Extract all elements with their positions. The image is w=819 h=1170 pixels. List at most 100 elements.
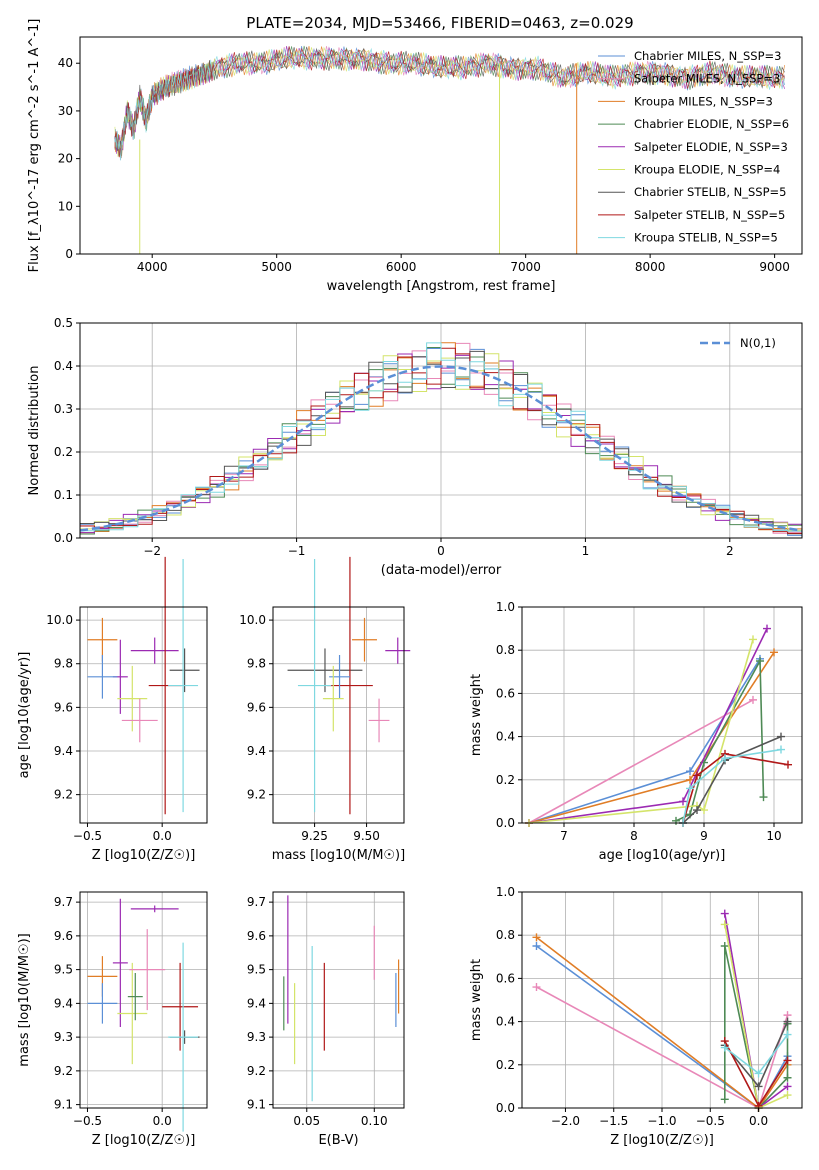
- legend-label: Kroupa ELODIE, N_SSP=4: [634, 163, 780, 177]
- x-tick-label: 0.0: [749, 1114, 768, 1128]
- axes-frame: [79, 606, 208, 824]
- series-marker: [720, 1043, 729, 1052]
- x-tick-label: 9000: [759, 260, 790, 274]
- x-tick-label: 4000: [137, 260, 168, 274]
- spectrum-line: [114, 45, 785, 159]
- y-tick-label: 9.1: [54, 1098, 73, 1112]
- y-tick-label: 9.4: [247, 996, 266, 1010]
- y-tick-label: 9.6: [247, 929, 266, 943]
- series-line: [682, 735, 782, 824]
- series-marker: [754, 1069, 763, 1078]
- legend-label: Kroupa MILES, N_SSP=3: [634, 94, 773, 108]
- errorbar: [127, 973, 143, 1021]
- series-marker: [672, 816, 680, 825]
- series-marker: [720, 942, 729, 950]
- series-marker: [686, 784, 694, 793]
- y-tick-label: 9.6: [54, 929, 73, 943]
- y-tick-label: 0.2: [496, 1058, 515, 1072]
- y-tick-label: 10.0: [239, 613, 266, 627]
- spectrum-line: [114, 47, 785, 161]
- y-tick-label: 9.3: [54, 1030, 73, 1044]
- y-tick-label: 9.8: [247, 657, 266, 671]
- x-axis-label: E(B-V): [318, 1133, 358, 1148]
- x-tick-label: −1.5: [599, 1114, 628, 1128]
- series-marker: [721, 754, 729, 763]
- y-tick-label: 9.5: [54, 963, 73, 977]
- y-tick-label: 0: [65, 247, 73, 261]
- y-tick-label: 9.2: [247, 788, 266, 802]
- x-tick-label: 5000: [261, 260, 292, 274]
- panel-4: 7 8 9 10 0.0 0.2 0.4 0.6 0.8 1.0 age [log10(age/yr…: [469, 600, 803, 863]
- errorbar: [87, 655, 118, 699]
- y-tick-label: 0.3: [54, 402, 73, 416]
- y-axis-label: mass weight: [469, 959, 484, 1041]
- plot-area: [283, 895, 400, 1102]
- y-tick-label: 9.3: [247, 1030, 266, 1044]
- legend-label: Kroupa STELIB, N_SSP=5: [634, 231, 778, 245]
- x-tick-label: −1.0: [647, 1114, 676, 1128]
- errorbar: [168, 942, 199, 1132]
- figure-title: PLATE=2034, MJD=53466, FIBERID=0463, z=0…: [246, 14, 633, 32]
- errorbar: [121, 698, 158, 743]
- x-tick-label: −0.5: [73, 829, 102, 843]
- x-tick-label: 0.10: [361, 1114, 388, 1128]
- axes-frame: [79, 891, 208, 1109]
- histogram-series: [79, 342, 802, 538]
- series-marker: [720, 909, 729, 918]
- plot-area: [87, 898, 200, 1132]
- y-tick-label: 9.4: [247, 744, 266, 758]
- series-marker: [686, 767, 694, 776]
- series-marker: [784, 760, 792, 769]
- y-tick-label: 9.4: [54, 996, 73, 1010]
- series-marker: [532, 983, 541, 992]
- series-line: [528, 699, 754, 824]
- series-marker: [532, 933, 541, 942]
- legend-label: Chabrier MILES, N_SSP=3: [634, 49, 781, 63]
- plot-area: [287, 556, 411, 815]
- legend: N(0,1): [700, 336, 776, 350]
- y-tick-label: 0.2: [54, 445, 73, 459]
- errorbar: [352, 617, 377, 662]
- y-tick-label: 9.8: [54, 657, 73, 671]
- series-marker: [679, 797, 687, 806]
- plot-area: [87, 556, 200, 815]
- y-tick-label: 20: [58, 152, 73, 166]
- legend-label: Chabrier ELODIE, N_SSP=6: [634, 117, 789, 131]
- x-axis-label: Z [log10(Z/Z☉)]: [610, 1133, 714, 1148]
- series-marker: [720, 920, 729, 929]
- y-tick-label: 9.2: [54, 788, 73, 802]
- series-marker: [783, 1082, 792, 1091]
- x-axis-label: (data-model)/error: [381, 563, 502, 578]
- plot-area: N(0,1): [79, 336, 803, 538]
- errorbar: [112, 898, 128, 1027]
- panel-0: Chabrier MILES, N_SSP=3 Salpeter MILES, N…: [27, 19, 803, 294]
- y-tick-label: 0.6: [496, 686, 515, 700]
- y-tick-label: 30: [58, 104, 73, 118]
- series-marker: [783, 1030, 792, 1039]
- x-tick-label: 8000: [635, 260, 666, 274]
- plot-area: Chabrier MILES, N_SSP=3 Salpeter MILES, N…: [114, 45, 789, 254]
- x-tick-label: 9: [700, 829, 708, 843]
- y-tick-label: 9.7: [247, 895, 266, 909]
- y-tick-label: 0.8: [496, 928, 515, 942]
- axes-frame: [272, 891, 405, 1109]
- x-tick-label: 0: [437, 544, 445, 558]
- legend: Chabrier MILES, N_SSP=3 Salpeter MILES, N…: [598, 49, 789, 245]
- legend-label: N(0,1): [740, 336, 776, 350]
- y-axis-label: mass weight: [469, 674, 484, 756]
- y-tick-label: 9.4: [54, 744, 73, 758]
- series-marker: [759, 793, 768, 802]
- y-tick-label: 9.5: [247, 963, 266, 977]
- x-tick-label: −2: [143, 544, 161, 558]
- y-tick-label: 0.0: [496, 816, 515, 830]
- errorbar: [117, 962, 148, 1065]
- x-tick-label: −0.5: [73, 1114, 102, 1128]
- series-line: [682, 748, 782, 824]
- series-marker: [756, 657, 764, 665]
- y-axis-label: Flux [f_λ10^-17 erg cm^-2 s^-1 A^-1]: [27, 19, 42, 273]
- series-marker: [749, 695, 757, 704]
- y-tick-label: 9.6: [247, 700, 266, 714]
- x-tick-label: 0.0: [153, 829, 172, 843]
- errorbar: [87, 617, 118, 662]
- y-tick-label: 40: [58, 56, 73, 70]
